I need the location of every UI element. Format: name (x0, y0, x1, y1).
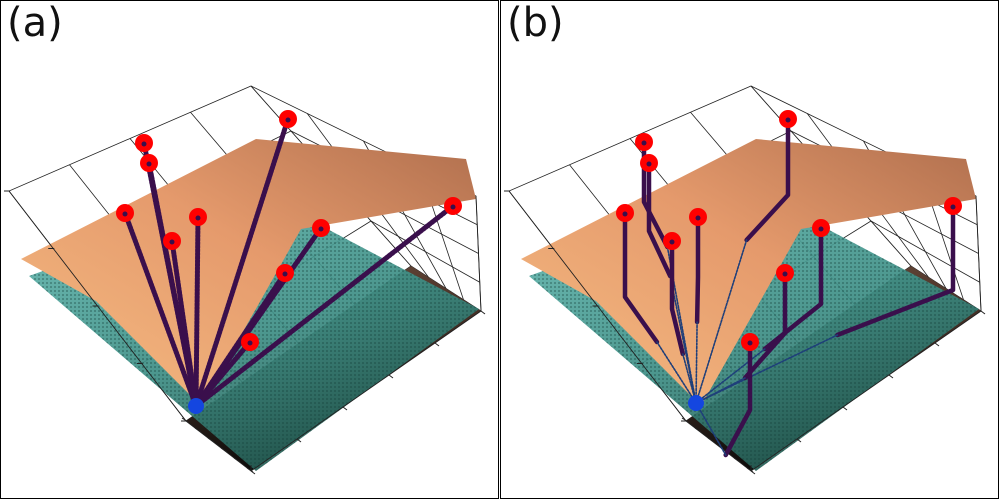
start-marker-center (141, 141, 147, 147)
start-marker-center (818, 226, 824, 232)
tick-mark (842, 406, 848, 411)
tick-mark (934, 342, 940, 347)
goal-marker (688, 395, 704, 411)
trajectory-line (694, 214, 701, 325)
trajectory-line (169, 238, 199, 409)
trajectory-line (744, 116, 791, 243)
trajectory-line (742, 270, 788, 381)
start-marker-center (622, 211, 628, 217)
trajectory-tail (695, 377, 746, 404)
start-marker-center (950, 204, 956, 210)
goal-marker (188, 398, 204, 414)
start-marker-center (669, 239, 675, 245)
tick-mark (888, 374, 894, 379)
start-marker-center (641, 140, 647, 146)
panel-b: (b) (500, 0, 999, 499)
trajectory-tail (669, 275, 697, 404)
trajectory-tail (695, 239, 748, 404)
trajectories-p0 (122, 116, 456, 409)
start-marker-center (747, 340, 753, 346)
upper-surface (21, 139, 476, 406)
trajectory-line (193, 203, 456, 409)
trajectory-line (646, 160, 673, 279)
start-marker-center (782, 271, 788, 277)
tick-mark (796, 438, 802, 443)
start-marker-center (285, 117, 291, 123)
tick-mark (388, 374, 394, 379)
tick-mark (980, 310, 986, 315)
trajectory-line (193, 339, 253, 409)
tick-mark (750, 470, 756, 475)
start-marker-center (785, 117, 791, 123)
trajectory-tail (656, 341, 697, 404)
plot-b-3d-surface (504, 85, 986, 475)
trajectory-line (835, 203, 956, 338)
tick-mark (250, 470, 256, 475)
trajectory-tail (682, 353, 697, 404)
plot-a-3d-surface (4, 85, 486, 475)
tick-mark (296, 438, 302, 443)
start-marker-center (169, 239, 175, 245)
start-marker-center (195, 215, 201, 221)
trajectory-line (193, 214, 201, 409)
trajectory-line (193, 270, 288, 409)
trajectory-line (622, 210, 660, 345)
tick-mark (480, 310, 486, 315)
panel-label-b: (b) (507, 0, 564, 46)
panel-label-a: (a) (7, 0, 63, 46)
start-marker-center (146, 161, 152, 167)
trajectory-tail (695, 321, 698, 404)
tick-mark (434, 342, 440, 347)
start-marker-center (695, 215, 701, 221)
start-marker-center (450, 204, 456, 210)
trajectory-line (723, 339, 753, 458)
upper-surface (521, 139, 976, 406)
start-marker-center (318, 226, 324, 232)
trajectory-tail (695, 402, 727, 456)
start-marker-center (247, 340, 253, 346)
tick-mark (342, 406, 348, 411)
trajectories-p1 (622, 116, 956, 458)
panel-a: (a) (0, 0, 499, 499)
start-marker-center (282, 271, 288, 277)
trajectory-line (122, 210, 199, 409)
start-marker-center (122, 211, 128, 217)
trajectory-tail (695, 348, 766, 404)
start-marker-center (646, 161, 652, 167)
trajectory-line (669, 238, 686, 357)
trajectory-line (193, 116, 291, 409)
